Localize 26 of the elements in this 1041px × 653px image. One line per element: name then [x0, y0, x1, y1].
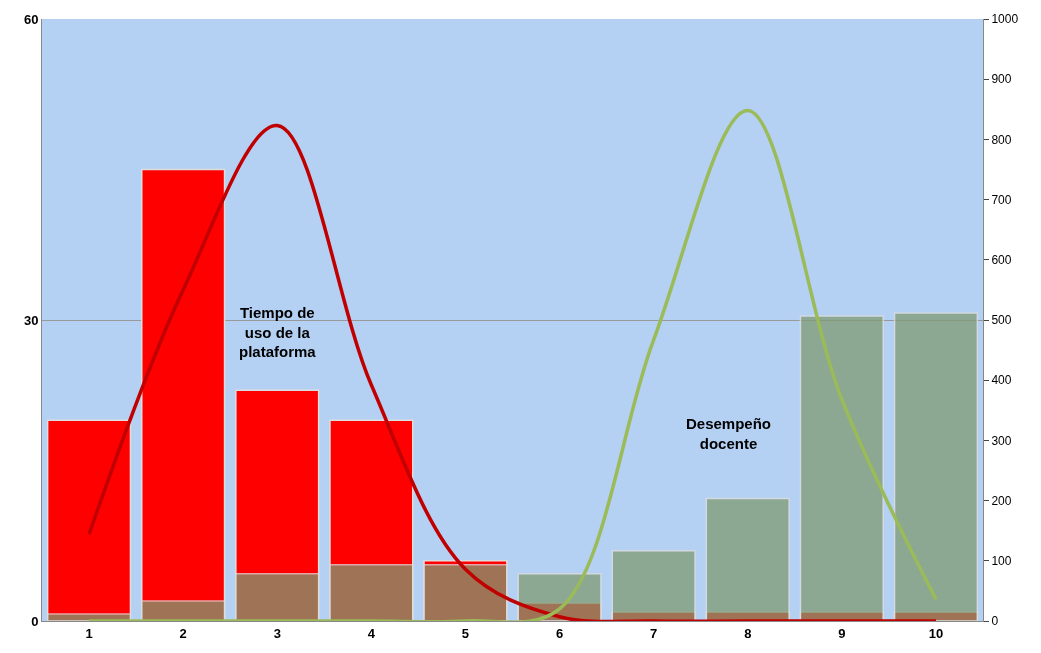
y2-tick-label: 800: [991, 132, 1012, 147]
x-tick-label: 5: [461, 625, 470, 641]
y2-tick-label: 200: [991, 493, 1012, 508]
x-tick-label: 1: [85, 625, 93, 641]
x-tick-label: 3: [273, 625, 281, 641]
y2-tick-label: 1000: [991, 12, 1019, 27]
x-tick-label: 8: [744, 625, 752, 641]
y-tick-label: 30: [23, 312, 39, 328]
y2-tick-label: 500: [991, 313, 1012, 328]
y2-tick-label: 300: [991, 433, 1012, 448]
y2-tick-label: 0: [991, 614, 999, 629]
y-tick-label: 0: [31, 613, 39, 629]
y2-tick-label: 400: [991, 373, 1012, 388]
y2-tick-label: 100: [991, 554, 1012, 568]
y2-tick-label: 900: [991, 72, 1012, 87]
x-tick-label: 6: [555, 625, 564, 641]
x-tick-label: 4: [367, 625, 376, 641]
x-tick-label: 7: [650, 625, 658, 641]
y2-tick-label: 600: [991, 253, 1012, 267]
y-tick-label: 60: [23, 11, 39, 27]
x-tick-label: 2: [179, 625, 187, 641]
x-tick-label: 9: [838, 625, 846, 641]
x-tick-label: 10: [928, 625, 944, 641]
y2-tick-label: 700: [991, 192, 1012, 207]
annotation: Tiempo de uso de la plataforma: [239, 304, 317, 360]
annotation: Desempeño docente: [686, 415, 772, 452]
